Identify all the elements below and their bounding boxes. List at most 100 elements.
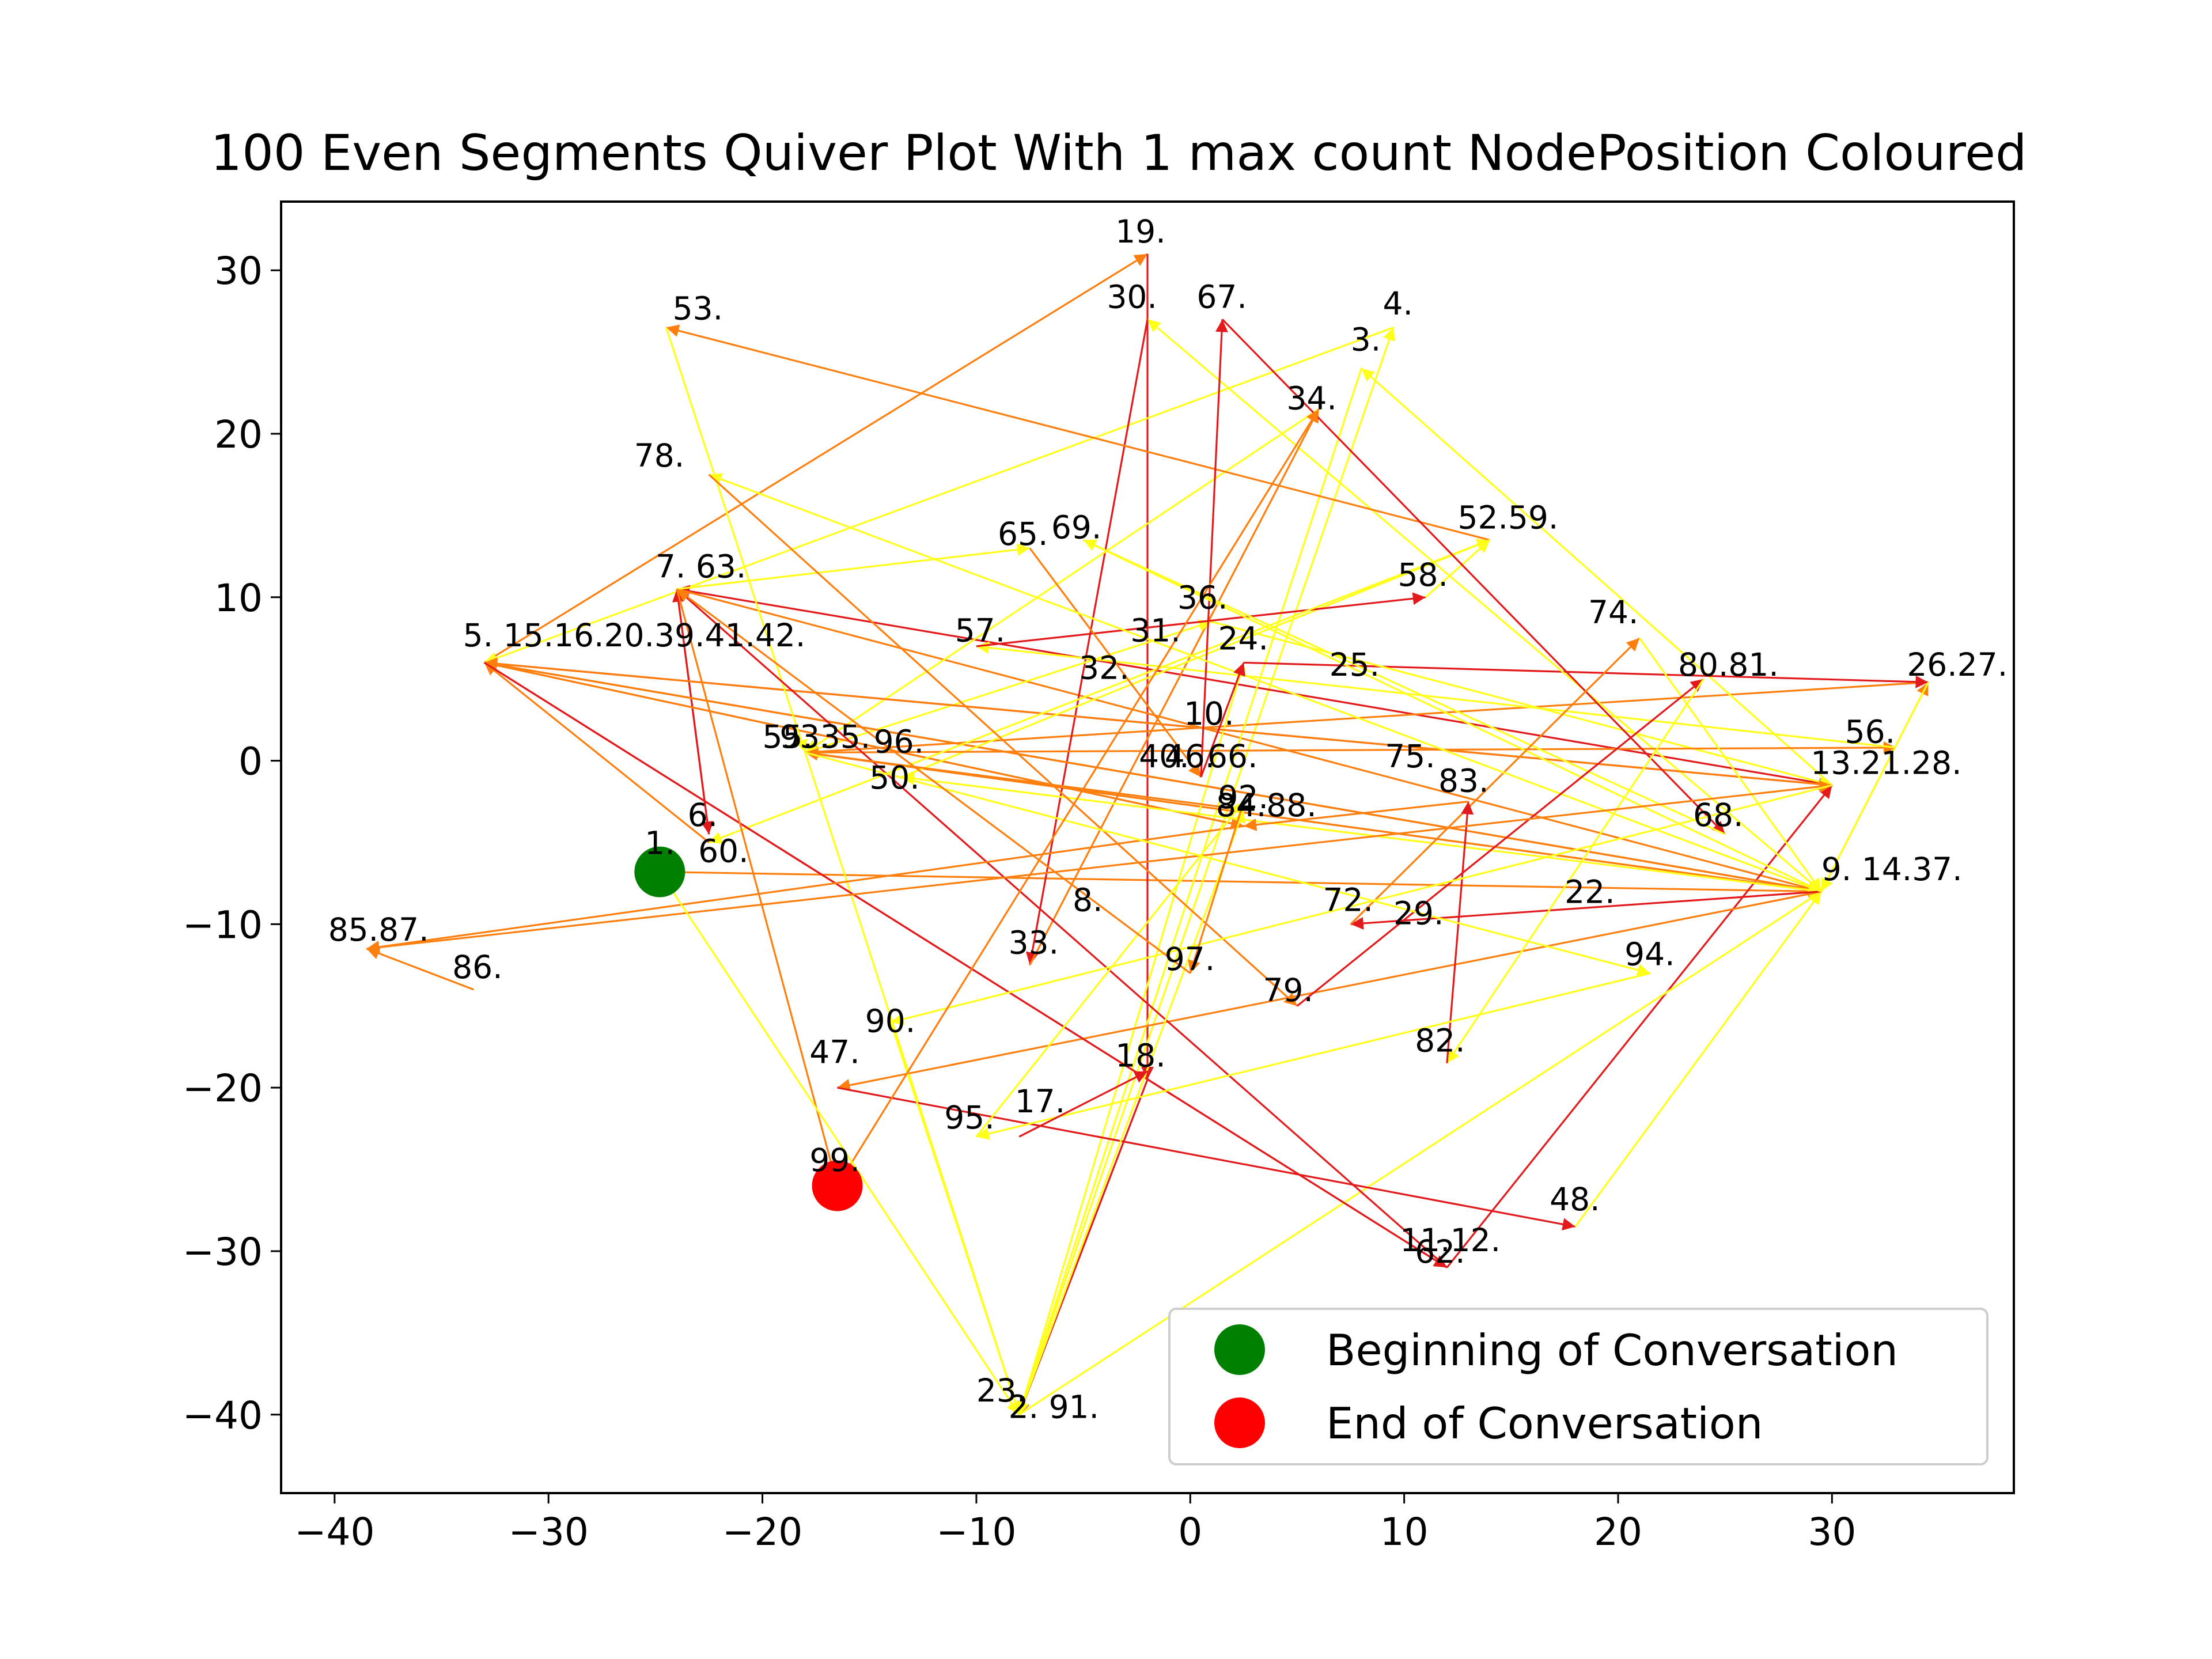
node-label-34: 56. <box>1845 713 1895 750</box>
node-label-42: 69. <box>1051 509 1101 546</box>
node-label-14: 18. <box>1115 1037 1165 1074</box>
node-label-7: 7. 63. <box>656 548 746 585</box>
node-label-30: 50. <box>869 759 919 796</box>
node-label-28: 47. <box>809 1034 859 1071</box>
arrow-70 <box>890 784 1832 1025</box>
arrow-74 <box>805 751 1651 976</box>
node-label-55: 92. <box>1218 779 1268 816</box>
arrow-67 <box>366 825 1244 953</box>
y-tick-label: 20 <box>214 412 263 457</box>
arrow-39 <box>1574 891 1823 1228</box>
arrow-6 <box>1018 327 1396 1415</box>
arrow-51 <box>676 588 1448 1268</box>
arrow-63 <box>1296 678 1705 1007</box>
arrow-60 <box>1638 637 1823 892</box>
arrow-40 <box>901 772 1821 893</box>
arrow-35 <box>484 659 1244 827</box>
arrow-66 <box>1243 800 1469 831</box>
arrow-57 <box>1082 539 1822 893</box>
node-label-9: 9. 14.37. <box>1821 851 1963 888</box>
arrow-78 <box>676 588 1191 974</box>
node-label-2: 2. 91. <box>1009 1388 1099 1425</box>
end-point <box>812 1160 863 1211</box>
arrow-33 <box>484 657 1832 786</box>
node-label-54: 90. <box>865 1003 915 1040</box>
arrow-9 <box>676 585 1832 786</box>
legend-start-label: Beginning of Conversation <box>1326 1325 1898 1376</box>
legend-start-marker <box>1214 1324 1265 1375</box>
node-label-21: 29. <box>1393 895 1444 931</box>
node-label-47: 79. <box>1263 972 1313 1009</box>
arrow-20 <box>1017 368 1362 1415</box>
x-tick-label: −40 <box>294 1510 374 1554</box>
arrow-75 <box>976 972 1651 1140</box>
arrow-69 <box>366 780 1832 950</box>
node-label-10: 10. <box>1184 695 1234 732</box>
node-label-50: 83. <box>1438 763 1488 800</box>
arrow-46 <box>976 592 1426 647</box>
y-tick-label: −40 <box>183 1393 263 1438</box>
arrow-24 <box>1018 662 1247 1415</box>
arrow-62 <box>708 474 1298 1007</box>
arrow-47 <box>1425 539 1491 598</box>
node-label-57: 94. <box>1624 935 1675 972</box>
arrow-7 <box>484 327 1394 665</box>
node-label-16: 22. <box>1565 873 1615 910</box>
arrow-12 <box>676 588 1822 895</box>
node-label-61: 99. <box>809 1142 859 1179</box>
node-label-31: 52.59. <box>1457 499 1558 536</box>
node-label-53: 86. <box>452 949 502 986</box>
arrow-1 <box>660 870 1821 898</box>
node-label-20: 26.27. <box>1907 646 2008 683</box>
arrow-56 <box>1082 539 1726 835</box>
arrow-48 <box>709 539 1490 844</box>
arrow-73 <box>805 748 1244 811</box>
arrow-50 <box>483 661 1448 1268</box>
arrow-72 <box>1018 809 1245 1415</box>
node-label-64: 46. <box>1165 738 1215 775</box>
legend-end-label: End of Conversation <box>1326 1398 1763 1449</box>
arrow-71 <box>889 1022 1021 1415</box>
y-tick-label: −20 <box>183 1066 263 1111</box>
arrow-30 <box>804 408 1319 753</box>
node-label-17: 23. <box>976 1372 1027 1409</box>
node-label-38: 62. <box>1415 1233 1465 1270</box>
node-label-56: 93. <box>779 718 830 755</box>
node-label-3: 3. <box>1351 321 1381 358</box>
arrow-31 <box>805 619 1212 753</box>
x-tick-label: −20 <box>722 1510 802 1554</box>
node-label-4: 4. <box>1382 285 1412 322</box>
plot-frame <box>280 200 2015 1494</box>
arrow-68 <box>366 947 474 991</box>
node-label-25: 33. <box>1009 924 1059 961</box>
y-tick-label: 10 <box>214 576 263 620</box>
node-label-29: 48. <box>1550 1181 1600 1218</box>
arrow-3 <box>483 253 1148 664</box>
arrow-49 <box>483 662 710 843</box>
arrow-61 <box>709 473 1822 893</box>
arrow-83 <box>1200 662 1245 778</box>
node-label-35: 57. <box>955 612 1005 649</box>
node-labels: 1. 2. 91. 3.4. 5. 15.16.20.39.41.42. 6. 7. 63… <box>328 213 2008 1426</box>
legend-end-marker <box>1214 1397 1265 1448</box>
arrow-79 <box>676 589 840 1186</box>
arrow-38 <box>837 1086 1576 1231</box>
node-label-36: 58. <box>1397 556 1448 593</box>
node-label-40: 67. <box>1196 278 1247 315</box>
arrow-76 <box>975 801 1245 1138</box>
node-label-18: 24. <box>1218 620 1268 657</box>
node-label-46: 78. <box>634 437 684 474</box>
node-label-60: 97. <box>1165 941 1215 978</box>
node-label-24: 32. <box>1079 650 1129 687</box>
arrow-29 <box>1029 408 1320 966</box>
node-label-19: 25. <box>1330 646 1380 683</box>
arrow-54 <box>1200 319 1228 778</box>
arrow-65 <box>1446 801 1474 1063</box>
arrow-26 <box>1820 681 1929 892</box>
arrow-21 <box>1018 891 1822 1416</box>
arrow-42 <box>666 324 1490 541</box>
node-label-52: 85.87. <box>328 911 429 948</box>
arrow-43 <box>665 327 808 753</box>
node-label-39: 65. <box>998 516 1048 552</box>
node-label-65: 66. <box>1207 738 1257 775</box>
